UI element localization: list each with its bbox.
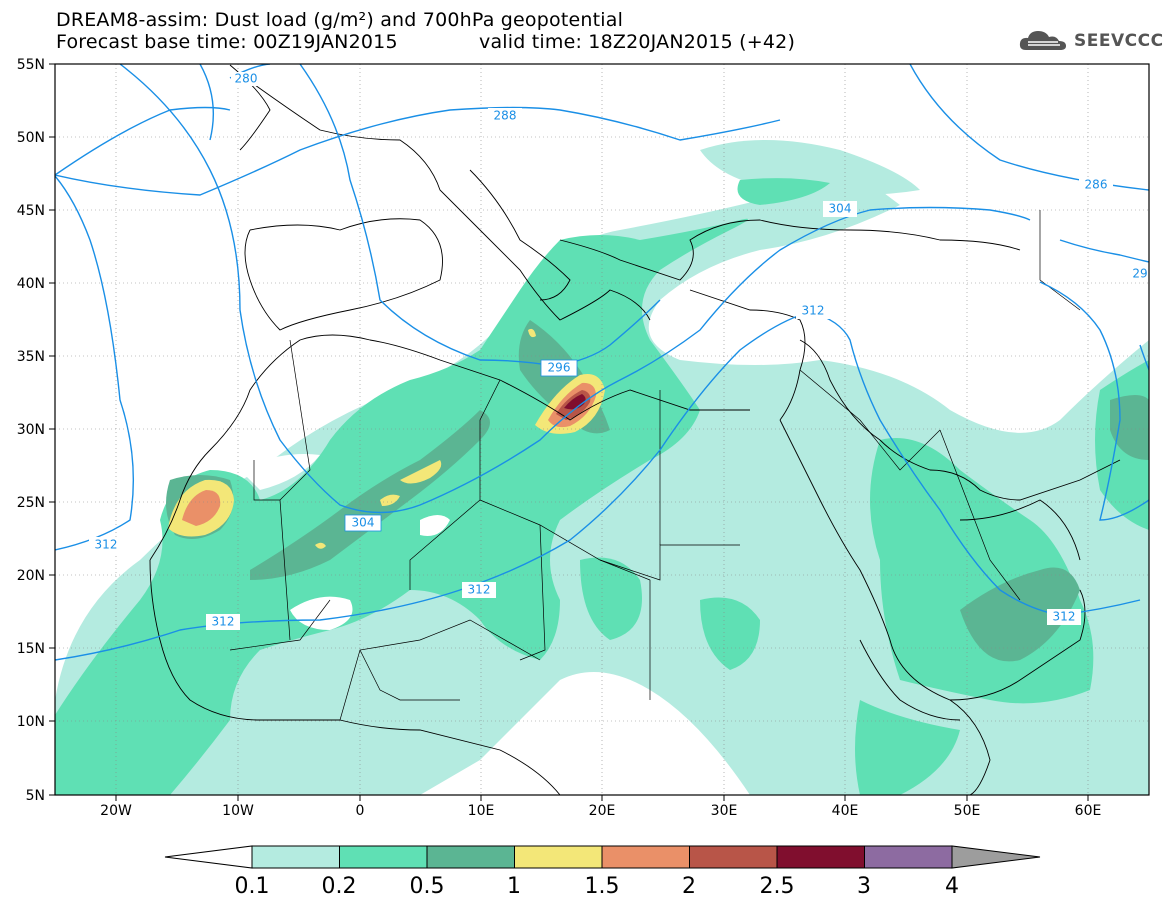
- tick-marks: [49, 63, 1089, 801]
- lat-label: 35N: [17, 349, 45, 365]
- lon-label: 0: [356, 803, 365, 819]
- contour-label: 288: [494, 109, 517, 123]
- colorbar-segment: [426, 845, 515, 869]
- contour-label: 286: [1085, 178, 1108, 192]
- base-time: Forecast base time: 00Z19JAN2015: [56, 31, 398, 53]
- lat-label: 50N: [17, 130, 45, 146]
- colorbar-segment: [339, 845, 428, 869]
- colorbar-segment: [514, 845, 603, 869]
- colorbar-label: 1: [507, 874, 521, 899]
- map-area: 280 288 286 304 296 312 304 312 312 312 …: [55, 64, 1149, 795]
- lat-label: 15N: [17, 641, 45, 657]
- colorbar-segment: [251, 845, 340, 869]
- latitude-labels: 55N 50N 45N 40N 35N 30N 25N 20N 15N 10N …: [17, 57, 45, 804]
- lat-label: 10N: [17, 714, 45, 730]
- contour-label: 312: [468, 583, 491, 597]
- contour-label: 312: [212, 615, 235, 629]
- colorbar-label: 3: [857, 874, 871, 899]
- contour-label: 312: [95, 538, 118, 552]
- contour-label: 304: [829, 202, 852, 216]
- colorbar-label: 0.5: [410, 874, 445, 899]
- colorbar-label: 0.2: [322, 874, 357, 899]
- valid-time: valid time: 18Z20JAN2015 (+42): [479, 31, 796, 53]
- lat-label: 5N: [26, 788, 45, 804]
- colorbar-segment: [689, 845, 778, 869]
- lat-label: 45N: [17, 203, 45, 219]
- contour-label: 296: [548, 361, 571, 375]
- time-info: Forecast base time: 00Z19JAN2015 valid ti…: [56, 31, 795, 53]
- lon-label: 30E: [711, 803, 738, 819]
- lon-label: 10E: [468, 803, 495, 819]
- cloud-logo-icon: [1019, 31, 1066, 50]
- lon-label: 20W: [100, 803, 132, 819]
- colorbar-under-triangle: [164, 845, 253, 869]
- colorbar-segment: [864, 845, 953, 869]
- contour-label: 280: [235, 72, 258, 86]
- colorbar-label: 0.1: [235, 874, 270, 899]
- country-borders: [229, 210, 1081, 721]
- contour-label: 312: [1053, 610, 1076, 624]
- contour-label: 29: [1132, 267, 1147, 281]
- map-title: DREAM8-assim: Dust load (g/m²) and 700hP…: [56, 9, 624, 31]
- colorbar-label: 4: [945, 874, 959, 899]
- colorbar-over-triangle: [951, 845, 1041, 869]
- lat-label: 40N: [17, 276, 45, 292]
- contour-label: 312: [802, 304, 825, 318]
- logo-text: SEEVCCC: [1074, 31, 1164, 51]
- colorbar-segment: [776, 845, 865, 869]
- colorbar: 0.1 0.2 0.5 1 1.5 2 2.5 3 4: [164, 845, 1041, 899]
- seevccc-logo: SEEVCCC: [1018, 28, 1164, 54]
- contour-labels: 280 288 286 304 296 312 304 312 312 312 …: [89, 72, 1149, 630]
- lon-label: 40E: [832, 803, 859, 819]
- lat-label: 25N: [17, 495, 45, 511]
- longitude-labels: 20W 10W 0 10E 20E 30E 40E 50E 60E: [100, 803, 1101, 819]
- lon-label: 20E: [589, 803, 616, 819]
- contour-label: 304: [352, 516, 375, 530]
- colorbar-label: 2.5: [760, 874, 795, 899]
- colorbar-label: 2: [682, 874, 696, 899]
- colorbar-segment: [601, 845, 690, 869]
- lon-label: 50E: [954, 803, 981, 819]
- colorbar-label: 1.5: [585, 874, 620, 899]
- lat-label: 30N: [17, 422, 45, 438]
- lon-label: 60E: [1075, 803, 1102, 819]
- lat-label: 55N: [17, 57, 45, 73]
- lon-label: 10W: [222, 803, 254, 819]
- lat-label: 20N: [17, 568, 45, 584]
